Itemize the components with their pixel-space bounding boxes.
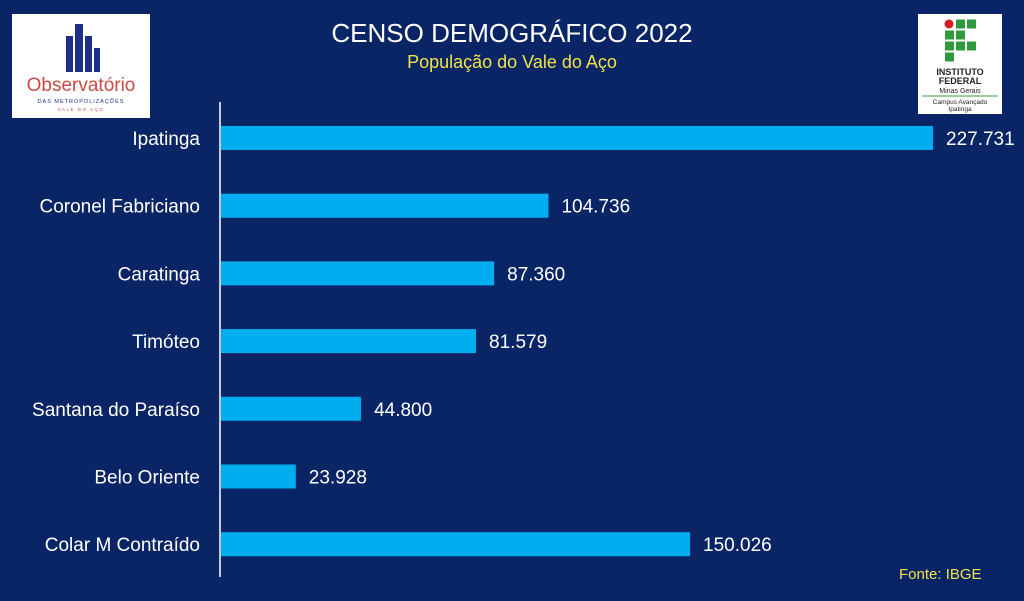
bar: [221, 193, 549, 218]
category-label: Santana do Paraíso: [32, 400, 200, 421]
bar: [221, 126, 933, 150]
bar: [221, 396, 362, 421]
bar: [221, 464, 296, 489]
value-label: 81.579: [489, 332, 547, 353]
category-label: Colar M Contraído: [45, 535, 200, 556]
logo-left-name: Observatório: [27, 75, 136, 96]
value-label: 87.360: [507, 264, 565, 285]
category-label: Coronel Fabriciano: [39, 197, 200, 218]
observatorio-logo: Observatório DAS METROPOLIZAÇÕES VALE DO…: [12, 14, 150, 118]
logo-right-line1: INSTITUTO: [936, 67, 983, 77]
value-label: 150.026: [703, 535, 772, 556]
value-label: 104.736: [561, 197, 630, 218]
category-label: Caratinga: [118, 264, 201, 285]
bar: [221, 329, 477, 354]
source-note: Fonte: IBGE: [899, 566, 982, 583]
logo-right-line5: Ipatinga: [948, 106, 972, 113]
category-label: Ipatinga: [132, 129, 200, 150]
logo-right-line4: Campus Avançado: [933, 99, 988, 106]
value-label: 44.800: [374, 400, 432, 421]
chart-subtitle: População do Vale do Aço: [407, 52, 617, 72]
value-label: 227.731: [946, 129, 1015, 150]
logo-right-line2: FEDERAL: [939, 76, 982, 86]
category-label: Timóteo: [132, 332, 200, 353]
bar: [221, 532, 691, 557]
chart-title: CENSO DEMOGRÁFICO 2022: [331, 18, 693, 48]
logo-left-line2: DAS METROPOLIZAÇÕES: [38, 98, 125, 105]
value-label: 23.928: [309, 468, 367, 489]
bar: [221, 261, 495, 286]
ifmg-logo: INSTITUTO FEDERAL Minas Gerais Campus Av…: [918, 14, 1002, 114]
logo-left-line3: VALE DO AÇO: [58, 107, 104, 112]
logo-right-line3: Minas Gerais: [939, 88, 981, 95]
category-label: Belo Oriente: [94, 468, 200, 489]
